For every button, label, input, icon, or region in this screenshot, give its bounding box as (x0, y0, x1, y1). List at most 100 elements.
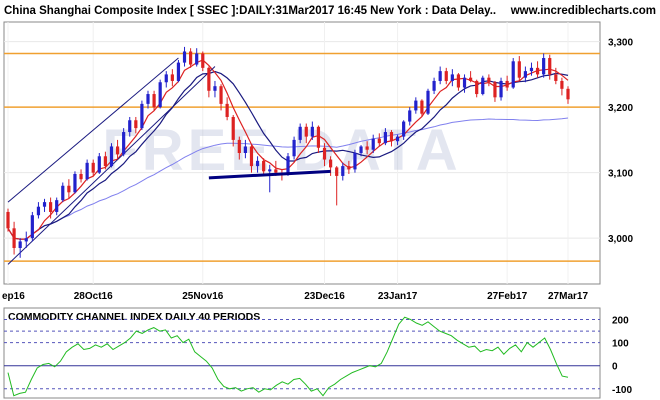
candle-body (176, 62, 181, 81)
candle (554, 67, 558, 85)
candle-body (189, 51, 193, 65)
candle-body (61, 185, 65, 201)
candle (377, 133, 381, 147)
candle (6, 208, 10, 232)
cci-tick-label: -100 (612, 385, 632, 396)
candle (73, 171, 77, 194)
candle (517, 56, 521, 81)
candle (347, 160, 351, 174)
candle (30, 211, 34, 242)
candle (237, 136, 241, 160)
candle (511, 58, 515, 89)
x-tick-label: 25Nov16 (182, 291, 224, 302)
support-stroke (208, 169, 331, 180)
candle-body (529, 67, 534, 72)
candle (548, 54, 552, 80)
candle (231, 115, 235, 147)
candle (462, 74, 467, 93)
candle-body (36, 206, 41, 216)
candle-body (164, 74, 168, 83)
candle (481, 75, 485, 96)
candle (128, 116, 132, 137)
candle-body (213, 86, 217, 91)
candle-body (85, 162, 89, 180)
price-panel: FREE DATA 3,300 3,200 3,100 3,000 ep16 2… (2, 21, 633, 302)
candle (499, 77, 503, 101)
candle (55, 197, 59, 216)
candle-body (207, 67, 211, 91)
cci-panel-frame (3, 307, 601, 399)
candle-body (335, 167, 339, 176)
candle (414, 97, 418, 114)
candle (432, 77, 436, 95)
candle-body (347, 166, 351, 170)
candle (566, 86, 570, 104)
candle-body (402, 121, 406, 137)
candle-body (24, 238, 28, 242)
candle (67, 179, 71, 199)
candle-body (523, 71, 527, 78)
candle (213, 80, 217, 98)
candle-body (182, 51, 187, 63)
watermark: FREE DATA (102, 118, 461, 183)
candle-body (97, 156, 101, 173)
candle-body (152, 94, 156, 108)
candle (243, 139, 247, 159)
x-tick-label: ep16 (2, 291, 25, 302)
candle (286, 153, 290, 176)
candle-body (243, 146, 247, 153)
candle-body (420, 100, 424, 114)
candle-body (140, 103, 144, 129)
candle-body (438, 71, 442, 81)
site-link[interactable]: www.incrediblecharts.com (510, 5, 656, 17)
candle-body (395, 136, 400, 142)
candle (487, 74, 491, 87)
candle (207, 66, 211, 98)
candle (475, 79, 479, 98)
x-tick-label: 23Jan17 (378, 291, 418, 302)
candle (164, 71, 168, 88)
candle (97, 153, 101, 174)
cci-tick-label: 200 (612, 316, 629, 327)
candle (535, 61, 540, 78)
price-panel-frame (3, 21, 601, 285)
candle-body (329, 159, 333, 168)
candle (316, 125, 321, 153)
x-tick-label: 28Oct16 (74, 291, 113, 302)
candle-body (195, 53, 199, 65)
candle (195, 48, 199, 67)
candle-body (67, 185, 71, 193)
candle-body (408, 110, 412, 122)
candle (158, 79, 162, 109)
candle-body (499, 80, 503, 98)
candle-body (170, 74, 174, 81)
candlesticks (6, 46, 570, 258)
candle-body (18, 241, 22, 248)
candle-body (365, 146, 369, 150)
candle (201, 51, 205, 72)
candle-body (371, 138, 375, 150)
candle (152, 90, 156, 111)
candle (529, 62, 534, 76)
candle-body (134, 120, 138, 129)
candle (444, 67, 448, 85)
candle-body (304, 126, 308, 137)
candle (335, 166, 339, 206)
candle-body (426, 90, 430, 114)
candle-body (389, 132, 394, 142)
candle (176, 59, 181, 83)
y-tick-label: 3,200 (608, 103, 633, 114)
candle-body (341, 166, 345, 176)
candle-body (414, 100, 418, 111)
horizontal-levels (4, 52, 600, 262)
candle (42, 198, 47, 212)
candle (140, 100, 144, 131)
candle-body (30, 215, 34, 239)
candle (189, 48, 193, 68)
candle (49, 197, 53, 219)
candle (146, 90, 150, 109)
candle (219, 84, 223, 111)
candle-body (6, 211, 10, 229)
candle-body (73, 173, 77, 193)
